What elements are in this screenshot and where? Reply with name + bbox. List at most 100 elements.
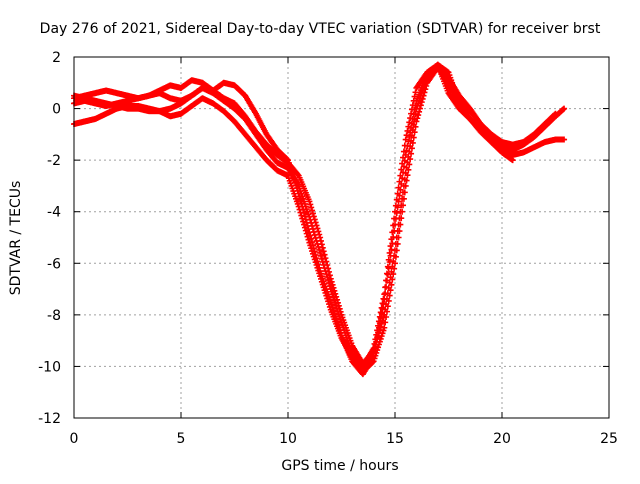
data-point-marker [384, 271, 391, 278]
data-point-marker [318, 255, 325, 262]
data-point-marker [324, 262, 331, 269]
data-point-marker [392, 202, 399, 209]
x-tick-label: 5 [177, 431, 186, 447]
data-point-marker [334, 296, 341, 303]
data-point-marker [303, 230, 310, 237]
data-point-marker [297, 209, 304, 216]
data-point-marker [400, 148, 407, 155]
data-point-marker [321, 251, 328, 258]
data-point-marker [399, 195, 406, 202]
data-point-marker [397, 172, 404, 179]
data-point-marker [394, 190, 401, 197]
data-point-marker [375, 318, 382, 325]
data-point-marker [397, 208, 404, 215]
data-point-marker [399, 160, 406, 167]
data-point-marker [336, 305, 343, 312]
data-point-marker [317, 237, 324, 244]
data-point-marker [382, 290, 389, 297]
data-point-marker [376, 313, 383, 320]
data-point-marker [316, 246, 323, 253]
data-point-marker [331, 287, 338, 294]
y-tick-label: -10 [38, 359, 61, 375]
data-point-marker [392, 247, 398, 254]
data-point-marker [334, 299, 341, 306]
data-point-marker [377, 309, 384, 316]
x-axis-label: GPS time / hours [281, 458, 398, 474]
data-point-marker [328, 278, 335, 285]
y-tick-label: -4 [47, 205, 61, 221]
data-point-marker [390, 222, 397, 229]
data-point-marker [404, 127, 411, 134]
data-point-marker [393, 196, 400, 203]
data-point-marker [317, 249, 324, 256]
data-point-marker [326, 272, 333, 279]
data-point-marker [373, 331, 380, 338]
data-point-marker [300, 218, 307, 225]
x-tick-label: 25 [600, 431, 618, 447]
data-point-marker [385, 256, 392, 263]
data-point-marker [410, 97, 417, 104]
data-point-marker [400, 163, 407, 170]
data-point-marker [390, 258, 397, 265]
data-point-marker [381, 324, 388, 331]
data-point-marker [310, 213, 317, 220]
data-point-marker [551, 111, 558, 118]
y-axis-label: SDTVAR / TECUs [8, 181, 24, 296]
data-layer [71, 61, 568, 378]
data-point-marker [326, 268, 333, 275]
data-point-marker [332, 290, 339, 297]
x-tick-label: 0 [70, 431, 79, 447]
chart-title: Day 276 of 2021, Sidereal Day-to-day VTE… [40, 21, 601, 37]
data-point-marker [552, 110, 559, 117]
data-point-marker [383, 277, 390, 284]
data-point-marker [313, 222, 320, 229]
data-point-marker [409, 102, 416, 109]
data-point-marker [561, 136, 568, 143]
data-point-marker [379, 305, 386, 312]
data-point-marker [325, 265, 332, 272]
data-point-marker [386, 249, 393, 256]
data-point-marker [380, 301, 387, 308]
data-point-marker [329, 281, 336, 288]
data-point-marker [330, 284, 337, 291]
data-point-marker [375, 322, 382, 329]
data-point-marker [301, 224, 308, 231]
data-point-marker [317, 252, 324, 259]
x-tick-label: 20 [493, 431, 511, 447]
data-point-marker [416, 108, 423, 115]
data-point-marker [304, 233, 311, 240]
data-point-marker [333, 293, 340, 300]
data-point-marker [381, 291, 388, 298]
data-point-marker [306, 198, 313, 205]
y-tick-label: -2 [47, 153, 61, 169]
data-point-marker [384, 263, 391, 270]
data-point-marker [412, 89, 419, 96]
data-point-marker [391, 215, 398, 222]
data-point-marker [305, 236, 312, 243]
data-point-marker [320, 248, 327, 255]
data-point-marker [311, 216, 318, 223]
data-point-marker [387, 243, 394, 250]
data-point-marker [379, 300, 386, 307]
data-point-marker [295, 203, 302, 210]
y-tick-label: -6 [47, 256, 61, 272]
data-point-marker [298, 212, 305, 219]
data-point-marker [337, 308, 344, 315]
data-point-marker [392, 208, 398, 215]
data-point-marker [302, 227, 309, 234]
data-point-marker [395, 184, 402, 191]
data-point-marker [335, 302, 342, 309]
data-point-marker [315, 243, 322, 250]
data-point-marker [327, 275, 334, 282]
data-point-marker [396, 178, 403, 185]
data-point-marker [388, 268, 395, 275]
series-track-d [71, 61, 568, 370]
data-point-marker [388, 246, 395, 253]
data-point-marker [400, 154, 407, 161]
data-point-marker [383, 270, 390, 277]
data-point-marker [323, 258, 330, 265]
y-tick-label: 0 [52, 102, 61, 118]
data-point-marker [371, 340, 378, 347]
data-point-marker [312, 219, 319, 226]
